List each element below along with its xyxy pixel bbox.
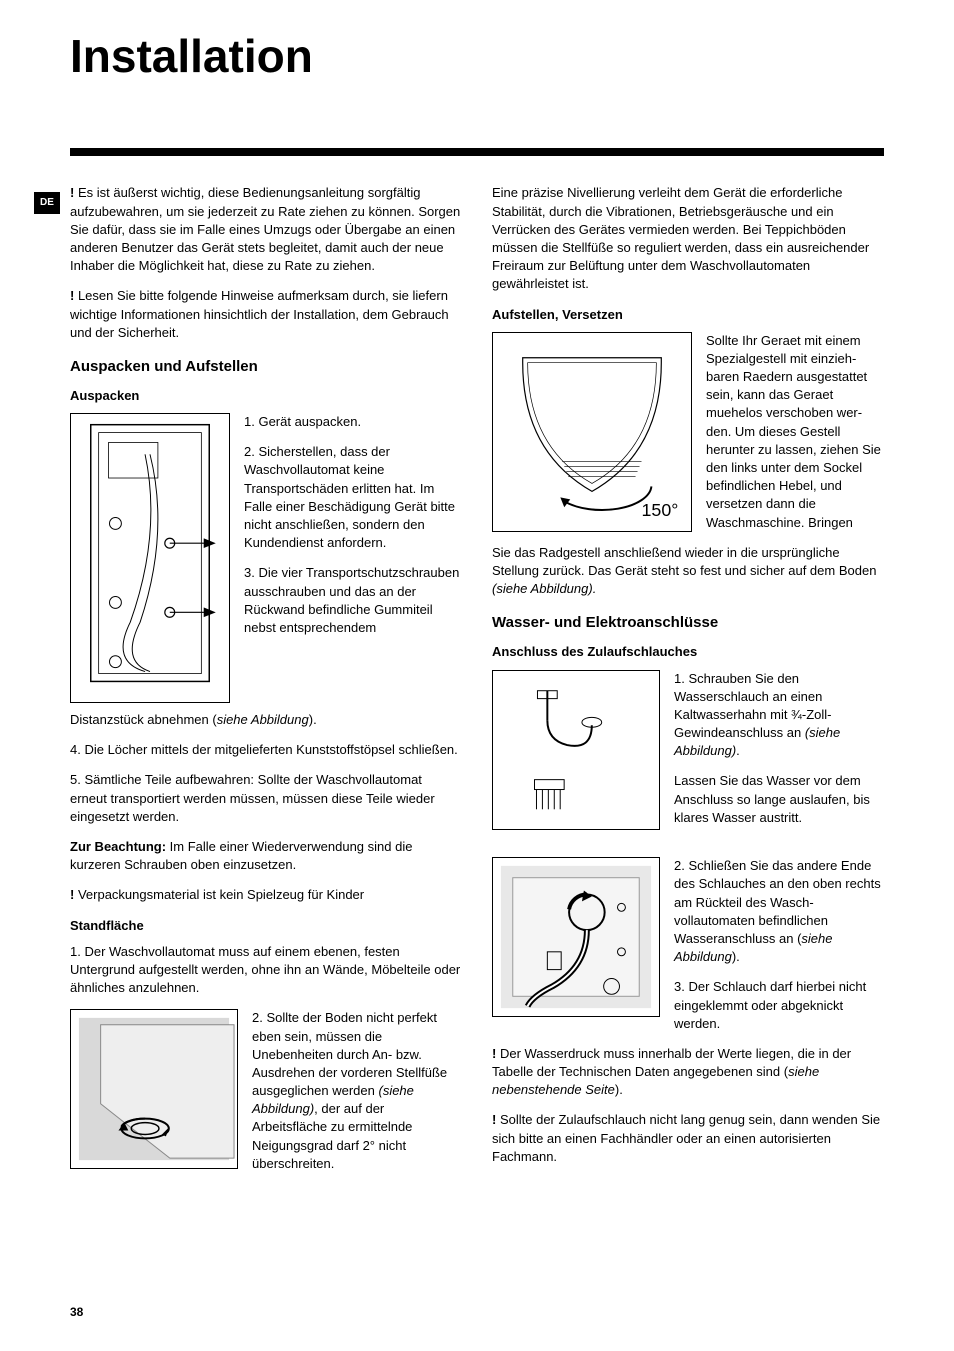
sub-heading: Anschluss des Zulaufschlauches [492, 643, 884, 661]
warning-text: Verpackungsmaterial ist kein Spielzeug f… [70, 886, 462, 904]
body-text: 5. Sämtliche Teile aufbewahren: Sollte d… [70, 771, 462, 826]
leveling-diagram [70, 1009, 238, 1169]
language-badge: DE [34, 192, 60, 214]
section-heading: Wasser- und Elektroanschlüsse [492, 612, 884, 633]
sub-heading: Aufstellen, Versetzen [492, 306, 884, 324]
section-heading: Auspacken und Aufstellen [70, 356, 462, 377]
sub-heading: Auspacken [70, 387, 462, 405]
right-column: Eine präzise Nivellierung verleiht dem G… [492, 184, 884, 1185]
warning-text: Der Wasserdruck muss innerhalb der Werte… [492, 1045, 884, 1100]
body-text: 1. Der Waschvollautomat muss auf einem e… [70, 943, 462, 998]
warning-text: Lesen Sie bitte folgende Hinweise aufmer… [70, 287, 462, 342]
divider [70, 148, 884, 156]
note-text: Zur Beachtung: Im Falle einer Wiederverw… [70, 838, 462, 874]
page-title: Installation [0, 0, 954, 88]
angle-label: 150° [642, 500, 679, 520]
content-columns: Es ist äußerst wichtig, diese Bedienungs… [0, 184, 954, 1185]
inlet-hose-diagram-2 [492, 857, 660, 1017]
warning-text: Es ist äußerst wichtig, diese Bedienungs… [70, 184, 462, 275]
body-text: Sie das Radgestell anschließend wieder i… [492, 544, 884, 599]
body-text: Eine präzise Nivellierung verleiht dem G… [492, 184, 884, 293]
inlet-hose-diagram-1 [492, 670, 660, 830]
left-column: Es ist äußerst wichtig, diese Bedienungs… [70, 184, 462, 1185]
warning-text: Sollte der Zulaufschlauch nicht lang gen… [492, 1111, 884, 1166]
unpacking-diagram [70, 413, 230, 703]
moving-diagram: 150° [492, 332, 692, 532]
body-text: 4. Die Löcher mittels der mitgelieferten… [70, 741, 462, 759]
body-text: Distanzstück abnehmen (siehe Abbildung). [70, 711, 462, 729]
sub-heading: Standfläche [70, 917, 462, 935]
page-number: 38 [70, 1304, 83, 1321]
